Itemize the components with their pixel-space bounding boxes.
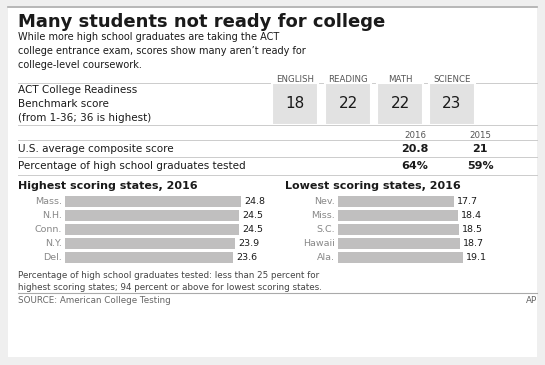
Text: 2015: 2015 [469,131,491,140]
Text: Nev.: Nev. [314,197,335,206]
Bar [338,210,458,221]
Bar [65,210,239,221]
Text: 64%: 64% [402,161,428,171]
Text: Many students not ready for college: Many students not ready for college [18,13,385,31]
Bar [338,196,454,207]
Bar [338,224,459,235]
Text: S.C.: S.C. [317,225,335,234]
Text: ENGLISH: ENGLISH [276,75,314,84]
Text: MATH: MATH [387,75,412,84]
Text: 20.8: 20.8 [401,144,429,154]
Text: 21: 21 [473,144,488,154]
Text: 23.9: 23.9 [238,239,259,248]
Text: 2016: 2016 [404,131,426,140]
Bar [377,83,423,125]
Text: 23.6: 23.6 [236,253,257,262]
Text: 24.5: 24.5 [243,225,263,234]
Text: 18.4: 18.4 [461,211,482,220]
Text: 24.8: 24.8 [245,197,265,206]
Bar [429,83,475,125]
Bar [272,83,318,125]
Bar [65,224,239,235]
Text: Ala.: Ala. [317,253,335,262]
Bar [325,83,371,125]
Text: ACT College Readiness
Benchmark score
(from 1-36; 36 is highest): ACT College Readiness Benchmark score (f… [18,85,152,123]
Text: Lowest scoring states, 2016: Lowest scoring states, 2016 [285,181,461,191]
Text: Mass.: Mass. [35,197,62,206]
Text: 18.5: 18.5 [462,225,483,234]
Text: 17.7: 17.7 [457,197,478,206]
Bar [65,238,235,249]
Text: 19.1: 19.1 [466,253,487,262]
Bar [65,252,233,263]
Text: N.Y.: N.Y. [45,239,62,248]
Text: Conn.: Conn. [35,225,62,234]
Text: Percentage of high school graduates tested: less than 25 percent for
highest sco: Percentage of high school graduates test… [18,271,322,292]
Text: 18.7: 18.7 [463,239,485,248]
Text: Hawaii: Hawaii [303,239,335,248]
Bar [65,196,241,207]
Text: U.S. average composite score: U.S. average composite score [18,144,174,154]
Text: N.H.: N.H. [42,211,62,220]
Bar [338,238,461,249]
Text: While more high school graduates are taking the ACT
college entrance exam, score: While more high school graduates are tak… [18,32,306,70]
Text: SCIENCE: SCIENCE [433,75,471,84]
Text: Del.: Del. [43,253,62,262]
Text: 22: 22 [390,96,410,111]
Text: 22: 22 [338,96,358,111]
Text: 24.5: 24.5 [243,211,263,220]
Text: Highest scoring states, 2016: Highest scoring states, 2016 [18,181,198,191]
Text: AP: AP [526,296,537,305]
Text: Miss.: Miss. [311,211,335,220]
Text: 59%: 59% [467,161,493,171]
Text: SOURCE: American College Testing: SOURCE: American College Testing [18,296,171,305]
Bar [338,252,463,263]
Text: 23: 23 [443,96,462,111]
Text: 18: 18 [286,96,305,111]
Text: READING: READING [328,75,368,84]
Text: Percentage of high school graduates tested: Percentage of high school graduates test… [18,161,246,171]
